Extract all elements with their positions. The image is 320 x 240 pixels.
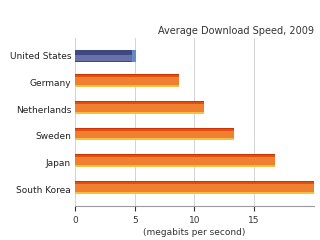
Bar bbox=[132, 50, 136, 61]
Bar bbox=[75, 131, 234, 140]
Bar bbox=[75, 55, 136, 61]
Bar bbox=[75, 181, 320, 184]
Bar bbox=[75, 102, 204, 112]
Bar bbox=[75, 128, 234, 129]
Bar bbox=[75, 128, 234, 131]
Bar bbox=[75, 129, 234, 138]
Bar bbox=[75, 155, 276, 157]
Bar bbox=[75, 155, 276, 156]
Bar bbox=[75, 74, 179, 75]
Bar bbox=[75, 101, 204, 102]
Bar bbox=[75, 76, 179, 85]
Bar bbox=[75, 78, 179, 87]
Bar bbox=[75, 183, 320, 192]
Bar bbox=[75, 185, 320, 194]
Text: U.S. Internet is Behind the Rest of the World: U.S. Internet is Behind the Rest of the … bbox=[4, 8, 320, 22]
Text: Average Download Speed, 2009: Average Download Speed, 2009 bbox=[158, 26, 314, 36]
Bar bbox=[75, 50, 136, 61]
Bar bbox=[75, 104, 204, 114]
Bar bbox=[75, 75, 179, 78]
X-axis label: (megabits per second): (megabits per second) bbox=[143, 228, 245, 237]
Bar bbox=[75, 181, 320, 182]
Bar bbox=[75, 158, 276, 167]
Bar bbox=[75, 102, 204, 104]
Bar bbox=[75, 156, 276, 165]
